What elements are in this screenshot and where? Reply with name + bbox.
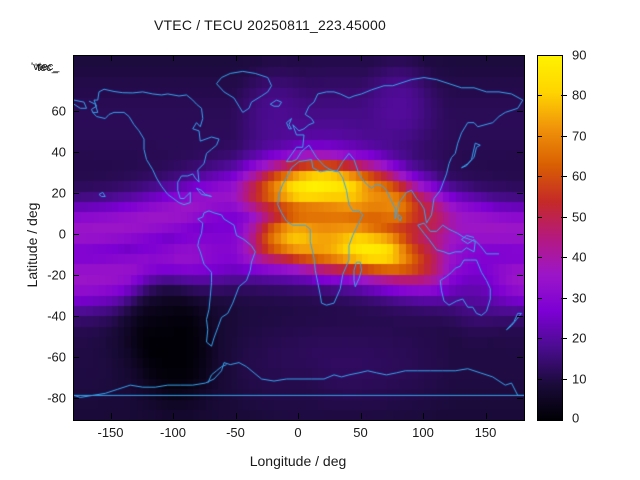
y-tick-label-3: 0 bbox=[58, 226, 66, 242]
map-plot-area bbox=[73, 55, 525, 421]
colorbar-tick-mark-inner bbox=[537, 338, 542, 340]
x-tick-mark bbox=[485, 55, 487, 61]
colorbar-tick-mark bbox=[561, 95, 567, 97]
colorbar-tick-mark-inner bbox=[537, 135, 542, 137]
x-tick-mark bbox=[423, 55, 424, 61]
x-tick-mark bbox=[235, 413, 237, 419]
y-tick-mark bbox=[517, 193, 523, 195]
y-axis-title: Latitude / deg bbox=[24, 202, 40, 288]
x-tick-mark bbox=[110, 55, 112, 61]
x-tick-mark bbox=[235, 55, 237, 61]
y-tick-mark bbox=[73, 316, 79, 318]
colorbar-tick-label-1: 80 bbox=[572, 87, 587, 103]
colorbar-tick-label-9: 0 bbox=[572, 410, 580, 426]
x-tick-mark bbox=[360, 55, 362, 61]
y-tick-mark bbox=[517, 398, 523, 400]
x-tick-mark bbox=[298, 413, 299, 419]
y-tick-label-6: -60 bbox=[47, 349, 66, 365]
y-tick-label-2: 20 bbox=[51, 185, 66, 201]
x-tick-label-3: 0 bbox=[294, 425, 302, 440]
x-tick-label-2: -50 bbox=[226, 425, 245, 440]
vtec-heatmap bbox=[74, 56, 524, 420]
y-tick-mark bbox=[73, 357, 79, 359]
x-tick-label-1: -100 bbox=[159, 425, 187, 440]
colorbar-tick-mark-inner bbox=[537, 378, 542, 380]
y-tick-mark bbox=[517, 152, 523, 154]
y-tick-mark bbox=[517, 316, 523, 318]
colorbar-tick-label-2: 70 bbox=[572, 128, 587, 144]
y-tick-label-1: 40 bbox=[51, 144, 66, 160]
y-tick-mark bbox=[517, 234, 523, 236]
y-tick-label-7: -80 bbox=[47, 390, 66, 406]
colorbar-tick-mark bbox=[561, 176, 567, 178]
x-tick-mark bbox=[360, 413, 362, 419]
y-tick-mark bbox=[73, 234, 79, 236]
colorbar-tick-mark bbox=[561, 378, 567, 380]
colorbar-tick-mark-inner bbox=[537, 297, 542, 299]
colorbar-tick-label-4: 50 bbox=[572, 209, 587, 225]
x-tick-mark bbox=[173, 55, 174, 61]
x-tick-mark bbox=[110, 413, 112, 419]
colorbar-tick-mark-inner bbox=[537, 176, 542, 178]
x-tick-label-0: -150 bbox=[97, 425, 124, 440]
x-tick-mark bbox=[423, 413, 424, 419]
y-tick-label-0: 60 bbox=[51, 103, 66, 119]
colorbar-tick-mark bbox=[561, 297, 567, 299]
colorbar bbox=[537, 55, 563, 421]
colorbar-tick-mark bbox=[561, 216, 567, 218]
y-tick-label-5: -40 bbox=[47, 308, 66, 324]
y-tick-mark bbox=[517, 275, 523, 277]
x-tick-mark bbox=[485, 413, 487, 419]
colorbar-tick-label-7: 20 bbox=[572, 330, 587, 346]
colorbar-tick-mark bbox=[561, 257, 567, 259]
y-tick-mark bbox=[517, 111, 523, 113]
x-tick-label-5: 100 bbox=[412, 425, 434, 440]
x-tick-mark bbox=[173, 413, 174, 419]
artifact-label-secondary: 'tec_ bbox=[35, 62, 58, 74]
colorbar-tick-label-6: 30 bbox=[572, 290, 587, 306]
colorbar-tick-mark-inner bbox=[537, 257, 542, 259]
y-tick-mark bbox=[73, 152, 79, 154]
overlapping-axis-artifact-label: 'vtec_ 'tec_ bbox=[31, 59, 91, 76]
y-tick-mark bbox=[73, 193, 79, 195]
page-title: VTEC / TECU 20250811_223.45000 bbox=[154, 17, 386, 33]
y-tick-mark bbox=[73, 275, 79, 277]
colorbar-tick-mark-inner bbox=[537, 216, 542, 218]
x-tick-label-4: 50 bbox=[353, 425, 368, 440]
colorbar-tick-mark bbox=[561, 338, 567, 340]
x-tick-label-6: 150 bbox=[474, 425, 497, 440]
colorbar-gradient bbox=[538, 56, 562, 420]
colorbar-tick-label-0: 90 bbox=[572, 47, 587, 63]
y-tick-mark bbox=[517, 357, 523, 359]
colorbar-tick-label-3: 60 bbox=[572, 168, 587, 184]
colorbar-tick-label-8: 10 bbox=[572, 371, 587, 387]
colorbar-tick-mark bbox=[561, 135, 567, 137]
x-axis-title: Longitude / deg bbox=[249, 453, 347, 469]
colorbar-tick-mark-inner bbox=[537, 95, 542, 97]
colorbar-tick-label-5: 40 bbox=[572, 249, 587, 265]
y-tick-label-4: -20 bbox=[47, 267, 66, 283]
y-tick-mark bbox=[73, 398, 79, 400]
artifact-label-primary: 'vtec_ bbox=[31, 61, 60, 73]
x-tick-mark bbox=[298, 55, 299, 61]
y-tick-mark bbox=[73, 111, 79, 113]
